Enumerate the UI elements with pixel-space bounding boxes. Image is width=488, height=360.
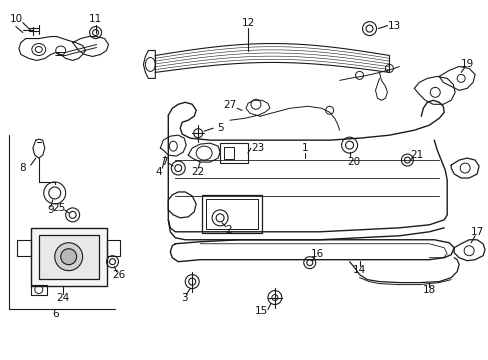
Text: 22: 22 bbox=[191, 167, 204, 177]
Text: 16: 16 bbox=[310, 249, 324, 259]
Bar bbox=[224, 147, 234, 159]
Bar bbox=[202, 195, 262, 233]
Text: 25: 25 bbox=[52, 203, 65, 213]
Text: 2: 2 bbox=[224, 225, 231, 235]
Bar bbox=[220, 143, 247, 163]
Bar bbox=[106, 240, 120, 256]
Text: 26: 26 bbox=[112, 270, 125, 280]
Text: 9: 9 bbox=[47, 205, 54, 215]
Text: 27: 27 bbox=[223, 100, 236, 110]
Text: 17: 17 bbox=[469, 227, 483, 237]
Ellipse shape bbox=[55, 243, 82, 271]
Bar bbox=[39, 235, 99, 279]
Text: 7: 7 bbox=[161, 157, 167, 167]
Text: 18: 18 bbox=[422, 284, 435, 294]
Text: 20: 20 bbox=[346, 157, 359, 167]
Bar bbox=[206, 199, 258, 229]
Text: 14: 14 bbox=[352, 265, 366, 275]
Text: 24: 24 bbox=[56, 293, 69, 302]
Text: 19: 19 bbox=[460, 59, 473, 69]
Text: 1: 1 bbox=[301, 143, 307, 153]
Text: 5: 5 bbox=[216, 123, 223, 133]
Text: 13: 13 bbox=[387, 21, 400, 31]
Bar bbox=[17, 240, 31, 256]
Text: 23: 23 bbox=[251, 143, 264, 153]
Text: 8: 8 bbox=[20, 163, 26, 173]
Bar bbox=[31, 285, 47, 294]
Text: 4: 4 bbox=[155, 167, 162, 177]
Text: 12: 12 bbox=[241, 18, 254, 28]
Text: 15: 15 bbox=[255, 306, 268, 316]
Text: 6: 6 bbox=[52, 310, 59, 319]
Text: 10: 10 bbox=[9, 14, 22, 24]
Text: 21: 21 bbox=[410, 150, 423, 160]
Text: 3: 3 bbox=[181, 293, 187, 302]
Bar bbox=[31, 228, 106, 285]
Ellipse shape bbox=[61, 249, 77, 265]
Text: 11: 11 bbox=[89, 14, 102, 24]
